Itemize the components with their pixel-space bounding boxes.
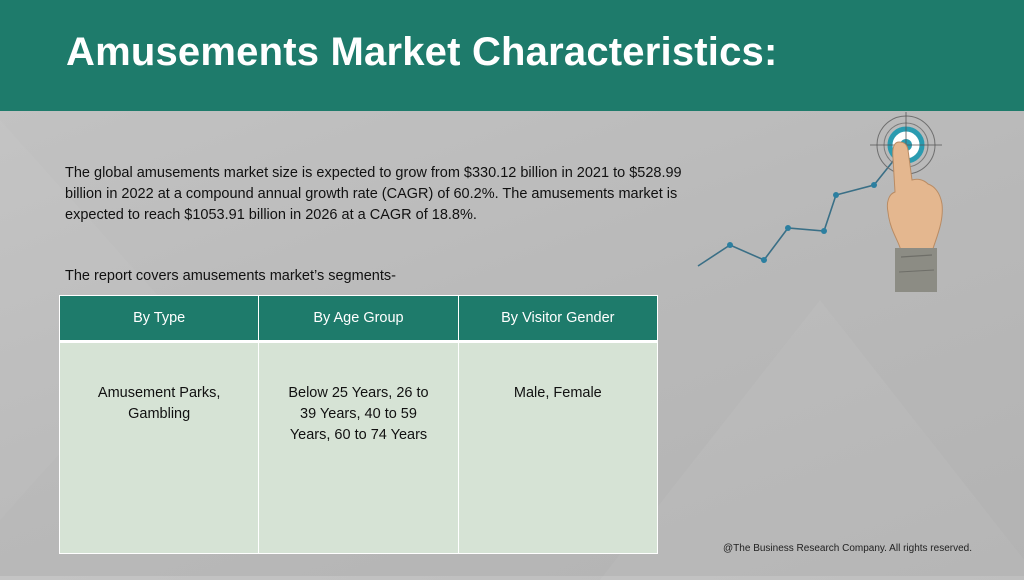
segments-table: By Type By Age Group By Visitor Gender A… [58, 295, 659, 554]
segment-value-visitor-gender: Male, Female [457, 341, 659, 554]
growth-line-points [727, 182, 877, 263]
hand-touching-target-with-growth-line-icon [697, 112, 943, 292]
segment-header-visitor-gender: By Visitor Gender [457, 295, 659, 343]
segment-header-age-group: By Age Group [258, 295, 459, 343]
growth-line [697, 149, 903, 267]
footer-copyright: @The Business Research Company. All righ… [723, 543, 972, 554]
hand-icon [886, 141, 943, 292]
segments-value-row: Amusement Parks, Gambling Below 25 Years… [58, 341, 659, 554]
intro-paragraph: The global amusements market size is exp… [65, 165, 682, 223]
segments-label: The report covers amusements market’s se… [65, 268, 396, 284]
background-shape [600, 300, 1024, 580]
header-bar: Amusements Market Characteristics: [0, 0, 1024, 111]
segment-header-type: By Type [58, 295, 260, 343]
segment-value-type: Amusement Parks, Gambling [58, 341, 260, 554]
segment-value-age-group: Below 25 Years, 26 to 39 Years, 40 to 59… [258, 341, 459, 554]
page-title: Amusements Market Characteristics: [66, 30, 778, 74]
segments-header-row: By Type By Age Group By Visitor Gender [58, 295, 659, 343]
